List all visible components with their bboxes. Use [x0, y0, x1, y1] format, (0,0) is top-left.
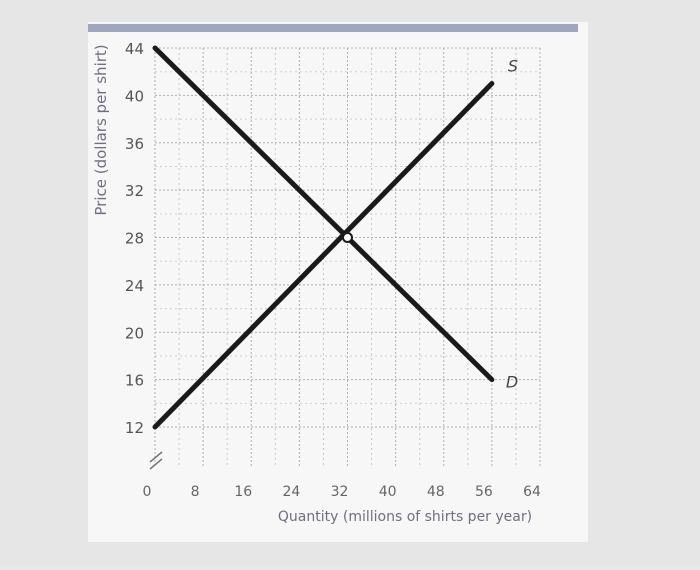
series-d-label: D: [506, 373, 518, 392]
series-s-line: [152, 81, 495, 430]
y-tick-label: 36: [125, 135, 144, 153]
equilibrium-point: [342, 232, 353, 243]
y-tick-label: 20: [125, 324, 144, 342]
x-tick-label: 48: [427, 484, 445, 500]
x-tick-label: 32: [331, 484, 349, 500]
y-axis-label: Price (dollars per shirt): [92, 44, 110, 215]
x-tick-label: 0: [143, 484, 152, 500]
x-axis-label: Quantity (millions of shirts per year): [278, 509, 532, 525]
x-tick-label: 8: [191, 484, 200, 500]
y-tick-label: 24: [125, 277, 144, 295]
y-tick-label: 12: [125, 419, 144, 437]
x-tick-label: 64: [523, 484, 541, 500]
series-lines: [152, 45, 495, 430]
top-bar: [88, 24, 578, 32]
axis-break-mark: [149, 451, 163, 470]
y-tick-label: 44: [125, 40, 144, 58]
x-tick-label: 16: [234, 484, 252, 500]
break-stroke: [149, 458, 163, 470]
x-tick-label: 56: [475, 484, 493, 500]
break-stroke: [149, 451, 163, 463]
series-labels: SD: [506, 57, 518, 392]
chart-panel: [88, 22, 588, 542]
y-tick-label: 40: [125, 87, 144, 105]
x-tick-label: 24: [282, 484, 300, 500]
series-d-line: [152, 45, 495, 383]
y-tick-label: 28: [125, 230, 144, 248]
x-tick-label: 40: [379, 484, 397, 500]
y-tick-label: 16: [125, 372, 144, 390]
series-s-label: S: [508, 57, 518, 76]
y-tick-labels: 12 16 20 24 28 32 36 40 44: [125, 40, 144, 437]
y-tick-label: 32: [125, 182, 144, 200]
grid: [154, 47, 541, 467]
x-tick-labels: 0 8 16 24 32 40 48 56 64: [143, 484, 541, 500]
